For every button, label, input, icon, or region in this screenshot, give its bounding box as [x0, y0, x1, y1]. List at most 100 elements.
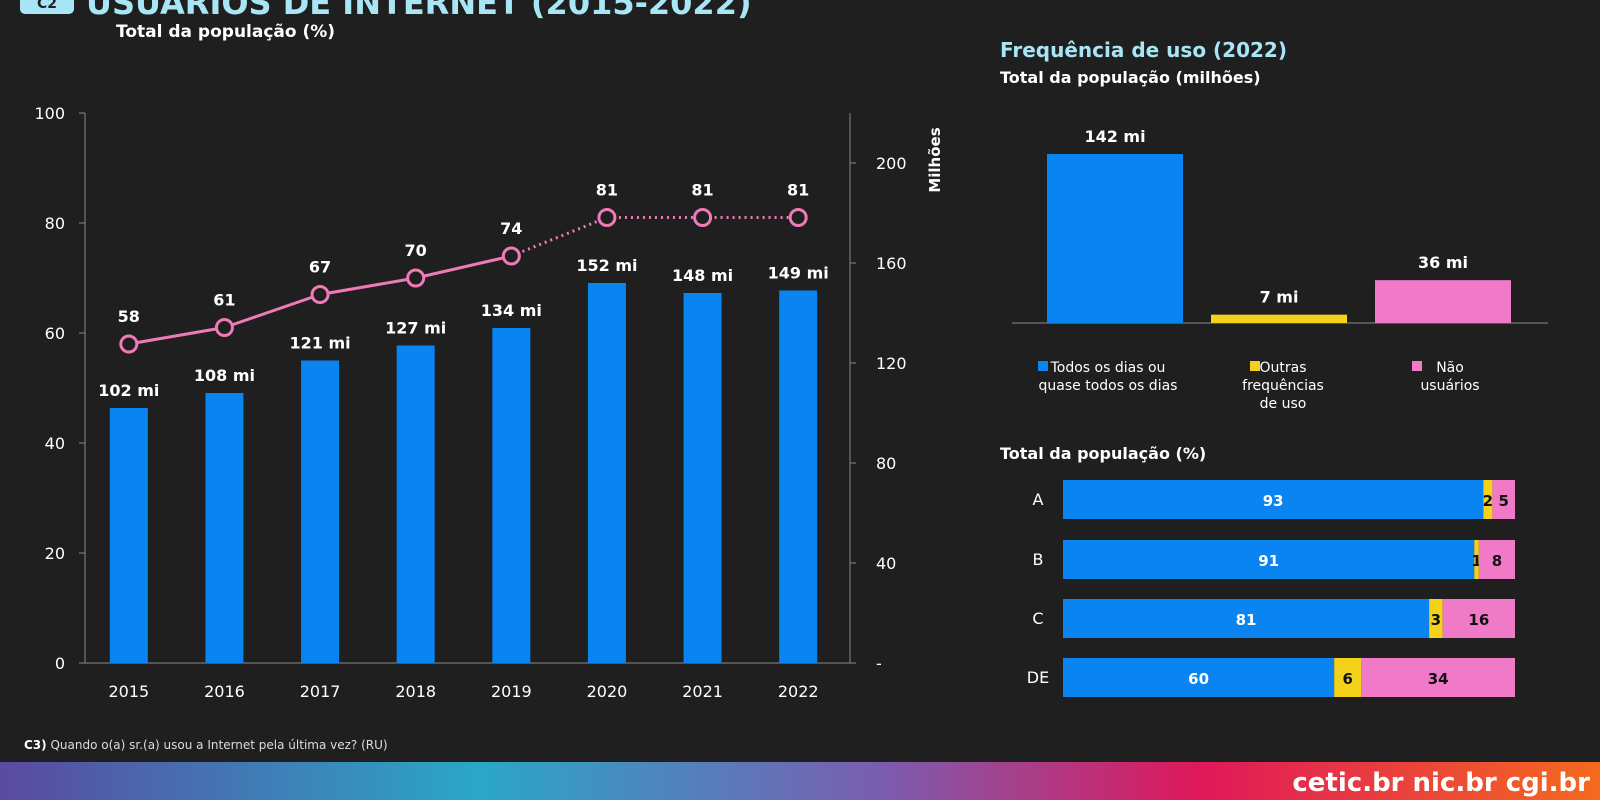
line-label: 81	[691, 181, 713, 200]
legend-swatch	[1038, 361, 1048, 371]
freq-bar-0	[1047, 154, 1183, 323]
line-label: 67	[309, 258, 331, 277]
chart-badge: C2	[20, 0, 74, 14]
line-point-2017	[310, 285, 330, 304]
page-title: USUÁRIOS DE INTERNET (2015-2022)	[86, 0, 752, 22]
y2-tick-label: 40	[876, 554, 896, 573]
x-tick-label: 2018	[395, 682, 436, 701]
row-label: B	[1033, 550, 1044, 569]
x-tick-label: 2021	[682, 682, 723, 701]
stacked-label: 2	[1483, 492, 1493, 510]
stacked-segment-B-0	[1063, 540, 1475, 579]
stacked-segment-C-1	[1429, 599, 1443, 638]
bar-2016	[205, 393, 244, 663]
footer-band: cetic.br nic.br cgi.br	[0, 762, 1600, 800]
y2-tick-label: 80	[876, 454, 896, 473]
stacked-label: 5	[1498, 492, 1508, 510]
line-point-2022	[788, 208, 808, 227]
row-label: DE	[1027, 668, 1049, 687]
legend-label: Não	[1436, 360, 1464, 376]
stacked-segment-DE-1	[1334, 658, 1362, 697]
line-segment	[319, 276, 416, 296]
row-label: A	[1033, 490, 1044, 509]
stacked-label: 16	[1468, 611, 1489, 629]
note-text: Quando o(a) sr.(a) usou a Internet pela …	[50, 738, 388, 752]
y-tick-label: 40	[45, 434, 65, 453]
stacked-label: 3	[1431, 611, 1441, 629]
right-subtitle: Total da população (milhões)	[1000, 68, 1261, 87]
bar-label: 149 mi	[768, 264, 829, 283]
freq-bar-label: 142 mi	[1084, 127, 1145, 146]
y2-tick-label: 200	[876, 154, 907, 173]
stacked-label: 6	[1343, 670, 1353, 688]
bar-label: 121 mi	[290, 334, 351, 353]
bar-label: 108 mi	[194, 366, 255, 385]
legend-label: de uso	[1260, 396, 1307, 412]
line-point-2016	[214, 318, 234, 337]
line-label: 74	[500, 219, 522, 238]
stacked-segment-A-2	[1492, 480, 1515, 519]
stacked-label: 34	[1428, 670, 1449, 688]
footer-links[interactable]: cetic.br nic.br cgi.br	[1292, 768, 1590, 798]
y2-tick-label: 120	[876, 354, 907, 373]
question-note: C3) Quando o(a) sr.(a) usou a Internet p…	[24, 738, 388, 752]
legend-swatch	[1412, 361, 1422, 371]
bar-label: 134 mi	[481, 301, 542, 320]
stacked-label: 93	[1263, 492, 1284, 510]
legend-label: frequências	[1242, 378, 1324, 394]
bar-2019	[492, 328, 531, 663]
line-point-2019	[501, 246, 521, 266]
x-tick-label: 2016	[204, 682, 245, 701]
line-point-2018	[406, 268, 426, 288]
bar-2021	[683, 293, 722, 663]
bar-2022	[779, 290, 818, 663]
x-tick-label: 2015	[108, 682, 149, 701]
freq-bar-label: 36 mi	[1418, 253, 1468, 272]
stacked-label: 91	[1258, 552, 1279, 570]
line-label: 61	[213, 291, 235, 310]
freq-bar-label: 7 mi	[1260, 288, 1299, 307]
y-tick-label: 100	[34, 104, 65, 123]
stacked-segment-DE-2	[1361, 658, 1515, 697]
stacked-segment-A-0	[1063, 480, 1484, 519]
row-label: C	[1032, 609, 1043, 628]
y-tick-label: 60	[45, 324, 65, 343]
bar-2018	[396, 345, 435, 663]
stacked-label: 8	[1492, 552, 1502, 570]
line-segment	[128, 326, 225, 346]
line-label: 58	[118, 307, 140, 326]
line-segment	[223, 293, 321, 329]
bar-label: 152 mi	[576, 256, 637, 275]
x-tick-label: 2020	[587, 682, 628, 701]
stacked-segment-A-1	[1483, 480, 1493, 519]
y-tick-label: 80	[45, 214, 65, 233]
x-tick-label: 2019	[491, 682, 532, 701]
stacked-label: 60	[1188, 670, 1209, 688]
legend-swatch	[1250, 361, 1260, 371]
legend-label: usuários	[1420, 378, 1479, 394]
stacked-title: Total da população (%)	[1000, 444, 1207, 463]
bar-label: 127 mi	[385, 319, 446, 338]
legend-label: quase todos os dias	[1039, 378, 1178, 394]
bar-2015	[109, 408, 148, 663]
left-subtitle: Total da população (%)	[116, 22, 336, 42]
stacked-label: 81	[1236, 611, 1257, 629]
right-title: Frequência de uso (2022)	[1000, 38, 1287, 62]
freq-bar-2	[1375, 280, 1511, 323]
line-label: 81	[787, 181, 809, 200]
line-label: 70	[405, 241, 427, 260]
line-segment	[415, 254, 512, 280]
bar-label: 148 mi	[672, 266, 733, 285]
stacked-label: 1	[1471, 552, 1481, 570]
stacked-segment-DE-0	[1063, 658, 1335, 697]
line-point-2015	[119, 334, 139, 354]
y2-tick-label: 160	[876, 254, 907, 273]
y-tick-label: 20	[45, 544, 65, 563]
line-label: 81	[596, 181, 618, 200]
line-point-2020	[597, 208, 617, 227]
stacked-segment-C-0	[1063, 599, 1430, 638]
line-point-2021	[693, 208, 713, 227]
y2-tick-label: -	[876, 654, 882, 673]
y-tick-label: 0	[55, 654, 65, 673]
